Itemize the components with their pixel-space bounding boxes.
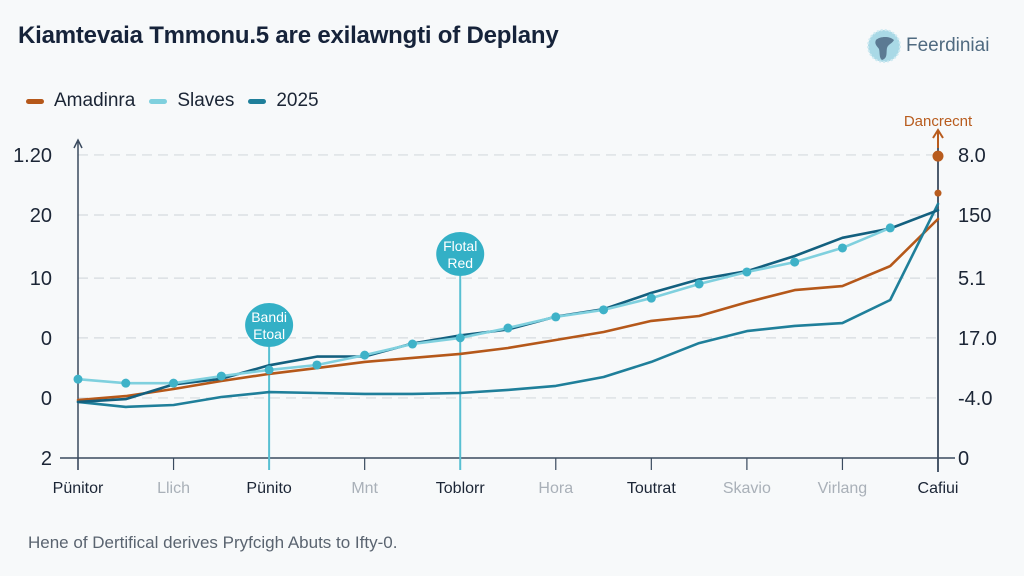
series-line-2025 [76,202,940,409]
data-point-slaves[interactable] [312,360,322,370]
legend-item-amadinra[interactable]: Amadinra [26,90,135,112]
data-point-slaves[interactable] [407,339,417,349]
legend-label: 2025 [276,90,319,111]
left-tick-label: 1.20 [13,145,52,167]
x-tick-label: Llich [157,480,190,497]
right-tick-label: 5.1 [958,268,986,290]
callout-label-line2: Etoal [253,326,285,342]
legend-swatch [149,98,168,104]
endpoint-marker[interactable] [932,150,944,162]
series-line-slaves [76,226,892,385]
callout-label-line1: Bandi [251,309,287,325]
x-tick-label: Pünitor [53,480,104,497]
x-tick-label: Virlang [818,480,868,497]
series-line-unlabeled [76,208,940,404]
data-point-slaves[interactable] [742,267,752,277]
data-point-slaves[interactable] [455,333,465,343]
chart-footnote: Hene of Dertifical derives Pryfcigh Abut… [28,533,398,552]
chart-legend: Amadinra Slaves 2025 [26,90,319,112]
data-point-slaves[interactable] [73,374,83,384]
left-tick-label: 0 [41,388,52,410]
legend-swatch [26,98,44,104]
legend-item-slaves[interactable]: Slaves [149,90,234,112]
right-tick-label: 8.0 [958,145,986,167]
left-tick-label: 0 [41,328,52,350]
endpoint-marker-small[interactable] [934,189,942,197]
x-tick-label: Toblorr [436,480,486,497]
brand-name: Feerdiniai [906,35,990,56]
endpoint-label: Dancrecnt [904,113,973,130]
data-point-slaves[interactable] [169,378,179,388]
data-point-slaves[interactable] [599,305,609,315]
chart-title: Kiamtevaia Tmmonu.5 are exilawngti of De… [18,22,559,49]
right-axis-ticks: 0 -4.0 17.0 5.1 150 8.0 [958,145,997,470]
axes [60,132,955,472]
x-tick-label: Toutrat [627,480,676,497]
callout-label-line2: Red [447,255,473,271]
legend-item-2025[interactable]: 2025 [248,90,319,112]
brand-logo: Feerdiniai [866,28,989,64]
left-tick-label: 20 [30,205,52,227]
left-axis-arrow-icon [73,138,83,149]
legend-label: Amadinra [54,90,136,111]
left-tick-label: 2 [41,448,52,470]
right-tick-label: 0 [958,448,969,470]
data-point-slaves[interactable] [360,350,370,360]
legend-label: Slaves [177,90,235,111]
x-tick-label: Skavio [723,480,771,497]
legend-swatch [248,98,267,104]
data-point-slaves[interactable] [551,312,561,322]
x-tick-label: Hora [538,480,573,497]
data-point-slaves[interactable] [216,371,226,381]
right-tick-label: 17.0 [958,328,997,350]
x-tick-label: Pünito [246,480,291,497]
data-point-slaves[interactable] [837,243,847,253]
gridlines [78,154,938,399]
data-point-slaves[interactable] [790,257,800,267]
right-tick-label: -4.0 [958,388,992,410]
endpoint-arrow-icon [932,128,944,139]
data-point-slaves[interactable] [694,279,704,289]
data-point-slaves[interactable] [646,293,656,303]
x-tick-label: Mnt [351,480,378,497]
data-point-slaves[interactable] [264,365,274,375]
data-point-slaves[interactable] [885,223,895,233]
callout-guides [268,276,462,470]
data-point-slaves[interactable] [503,323,513,333]
x-tick-label: Cafiui [918,480,959,497]
callout-label-line1: Flotal [443,238,477,254]
data-point-slaves[interactable] [121,378,131,388]
left-tick-label: 10 [30,268,52,290]
globe-logo-icon [867,29,901,63]
right-tick-label: 150 [958,205,991,227]
callout-bubble[interactable] [245,303,294,347]
series-lines [73,202,940,409]
callout-bubble[interactable] [436,232,485,276]
x-axis-ticks: Pünitor Llich Pünito Mnt Toblorr Hora Toutrat S… [53,458,959,497]
series-line-amadinra [76,217,940,402]
endpoint-annotation: Dancrecnt [904,113,973,197]
